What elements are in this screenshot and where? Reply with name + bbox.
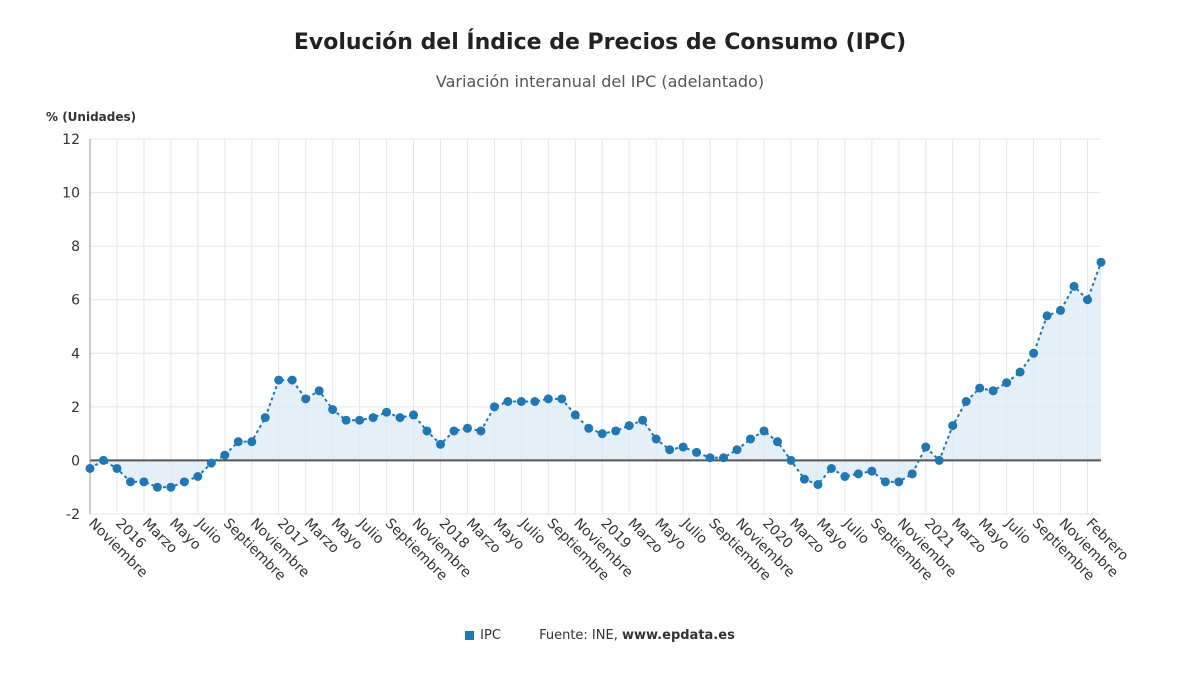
y-axis-label: % (Unidades) <box>46 110 137 124</box>
data-point <box>476 426 486 436</box>
data-point <box>233 437 243 447</box>
data-point <box>638 415 648 425</box>
data-point <box>570 410 580 420</box>
data-point <box>435 439 445 449</box>
data-point <box>732 445 742 455</box>
data-point <box>260 413 270 423</box>
y-tick-label: 0 <box>71 453 80 469</box>
data-point <box>516 397 526 406</box>
data-point <box>287 375 297 385</box>
data-point <box>840 472 850 481</box>
data-point <box>328 405 338 415</box>
data-point <box>759 426 769 436</box>
data-point <box>301 394 311 404</box>
data-point <box>220 450 230 460</box>
data-point <box>665 445 675 455</box>
data-point <box>409 410 419 420</box>
data-point <box>719 453 729 463</box>
y-tick-label: 8 <box>71 239 80 255</box>
data-point <box>1042 311 1052 321</box>
data-point <box>921 442 931 452</box>
data-point <box>894 477 904 487</box>
data-point <box>1015 367 1025 377</box>
data-point <box>597 429 607 439</box>
data-point <box>826 463 836 473</box>
data-point <box>853 469 863 479</box>
data-point <box>1096 257 1106 267</box>
data-point <box>786 455 796 465</box>
data-point <box>557 394 567 404</box>
data-point <box>368 413 378 423</box>
data-point <box>678 442 688 452</box>
data-point <box>772 437 782 447</box>
data-point <box>355 415 365 425</box>
data-point <box>907 469 917 479</box>
legend-swatch <box>465 631 475 640</box>
source-site: www.epdata.es <box>621 628 735 643</box>
data-point <box>880 477 890 487</box>
data-point <box>1056 305 1066 315</box>
series-line <box>89 261 1102 489</box>
data-point <box>98 455 108 465</box>
chart-title: Evolución del Índice de Precios de Consu… <box>293 30 907 55</box>
data-point <box>314 386 324 396</box>
legend-label: IPC <box>480 628 501 643</box>
data-point <box>489 402 499 412</box>
data-point <box>139 477 149 487</box>
legend-item-ipc[interactable]: IPC <box>465 628 505 643</box>
data-point <box>503 397 513 406</box>
data-point <box>624 421 634 431</box>
source-prefix: Fuente: INE, <box>539 628 618 643</box>
data-point <box>692 447 702 457</box>
data-point <box>112 463 122 473</box>
data-point <box>422 426 432 436</box>
data-point <box>1083 295 1093 305</box>
chart-subtitle: Variación interanual del IPC (adelantado… <box>435 72 765 91</box>
data-point <box>341 415 351 425</box>
data-point <box>530 397 540 406</box>
data-point <box>1069 281 1079 291</box>
data-point <box>543 394 553 404</box>
data-point <box>948 421 958 431</box>
data-point <box>584 423 594 433</box>
y-tick-label: 2 <box>71 400 80 416</box>
data-point <box>705 453 715 463</box>
data-point <box>193 472 203 481</box>
data-point <box>206 458 216 468</box>
data-point <box>988 386 998 396</box>
data-point <box>274 375 284 385</box>
data-point <box>934 455 944 465</box>
series-area <box>90 262 1101 488</box>
data-point <box>1029 348 1039 358</box>
data-point <box>867 466 877 476</box>
y-tick-label: 6 <box>71 293 80 309</box>
legend: IPC Fuente: INE, www.epdata.es <box>0 628 1200 643</box>
data-point <box>975 383 985 393</box>
y-tick-label: -2 <box>66 507 80 523</box>
data-point <box>152 482 162 492</box>
y-tick-label: 12 <box>62 132 80 148</box>
data-point <box>799 474 809 484</box>
data-point <box>85 463 95 473</box>
data-point <box>449 426 459 436</box>
data-point <box>651 434 661 444</box>
data-point <box>961 397 971 406</box>
data-point <box>746 434 756 444</box>
y-tick-label: 4 <box>71 346 80 362</box>
data-point <box>125 477 135 487</box>
data-point <box>813 480 823 490</box>
data-point <box>462 423 472 433</box>
data-point <box>166 482 176 492</box>
source-note: Fuente: INE, www.epdata.es <box>539 628 735 643</box>
data-point <box>395 413 405 423</box>
data-point <box>179 477 189 487</box>
y-tick-label: 10 <box>62 186 80 202</box>
data-point <box>247 437 257 447</box>
data-point <box>1002 378 1012 388</box>
data-point <box>611 426 621 436</box>
data-point <box>382 407 392 417</box>
